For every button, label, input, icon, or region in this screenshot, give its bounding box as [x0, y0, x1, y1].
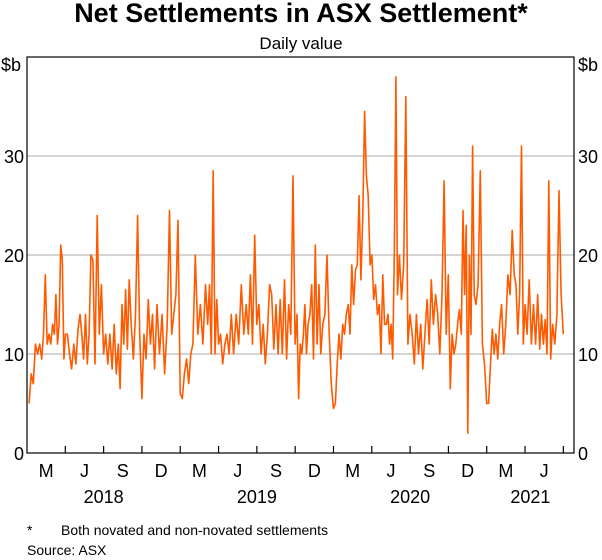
series-line-net-settlements [28, 76, 565, 434]
chart-title: Net Settlements in ASX Settlement* [74, 0, 528, 28]
gridlines [27, 155, 574, 355]
x-tick-label: D [155, 461, 168, 481]
x-tick-label: D [461, 461, 474, 481]
y-tick-label-right: 10 [578, 345, 598, 365]
footnote: Both novated and non-novated settlements [61, 522, 328, 538]
chart-subtitle: Daily value [259, 34, 342, 53]
y-tick-label-left: 10 [4, 345, 24, 365]
x-tick-label: J [386, 461, 395, 481]
plot-frame [26, 56, 575, 454]
x-tick-label: M [498, 461, 513, 481]
x-year-label: 2020 [390, 487, 430, 507]
x-tick-label: M [39, 461, 54, 481]
x-tick-label: S [423, 461, 435, 481]
source-note: Source: ASX [27, 542, 107, 558]
y-tick-label-left: 0 [14, 444, 24, 464]
x-year-label: 2018 [84, 487, 124, 507]
x-tick-label: J [540, 461, 549, 481]
x-year-label: 2021 [510, 487, 550, 507]
x-tick-label: J [80, 461, 89, 481]
y-tick-label-right: 20 [578, 246, 598, 266]
y-axis-tick-labels: 0 0 10 10 20 20 30 30 [4, 147, 598, 464]
x-tick-label: M [192, 461, 207, 481]
x-tick-label: M [345, 461, 360, 481]
y-tick-label-right: 30 [578, 147, 598, 167]
x-tick-label: S [270, 461, 282, 481]
x-axis-ticks: M J S D M J S D M J S D M J 2018 2019 2020 2021 [39, 446, 564, 507]
y-axis-unit-left: $b [1, 55, 21, 75]
x-tick-label: S [117, 461, 129, 481]
x-tick-label: D [308, 461, 321, 481]
x-tick-label: J [233, 461, 242, 481]
y-tick-label-left: 30 [4, 147, 24, 167]
footnote-marker: * [27, 522, 33, 538]
y-tick-label-left: 20 [4, 246, 24, 266]
x-year-label: 2019 [237, 487, 277, 507]
y-tick-label-right: 0 [578, 444, 588, 464]
y-axis-unit-right: $b [578, 55, 598, 75]
